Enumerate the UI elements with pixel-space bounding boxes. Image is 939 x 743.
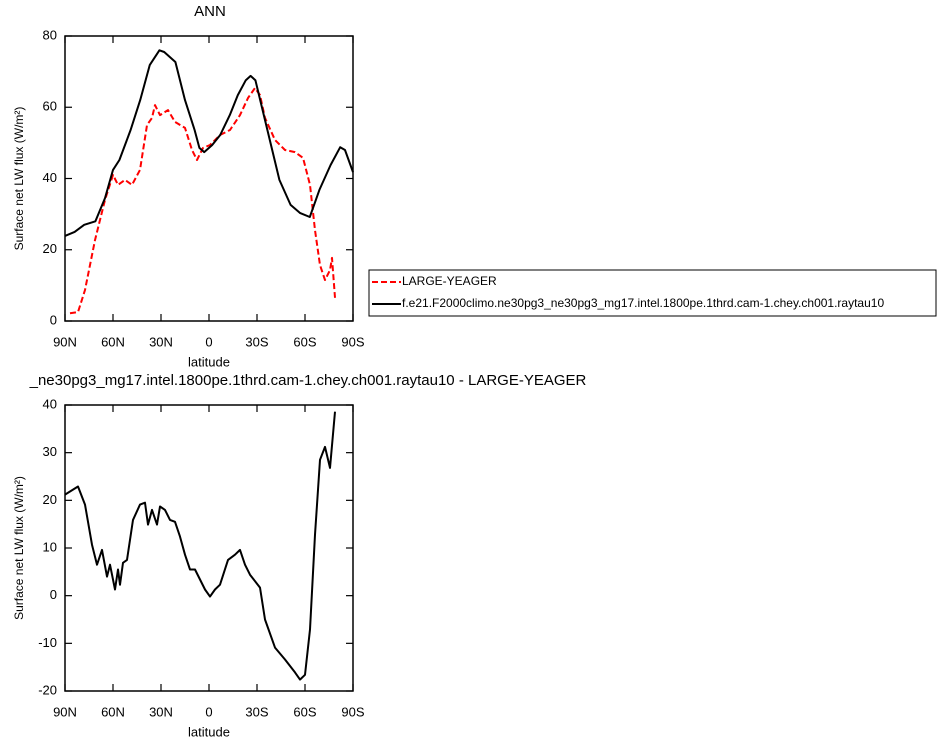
data-line xyxy=(69,87,336,315)
chart-title: ANN xyxy=(194,3,226,20)
y-tick-label: 40 xyxy=(43,396,57,411)
x-axis-label: latitude xyxy=(188,354,230,369)
y-tick-label: 40 xyxy=(43,170,57,185)
x-tick-label: 90N xyxy=(53,704,77,719)
x-tick-label: 0 xyxy=(205,704,212,719)
x-tick-label: 60N xyxy=(101,704,125,719)
y-axis-label: Surface net LW flux (W/m²) xyxy=(12,107,26,251)
y-tick-label: 20 xyxy=(43,492,57,507)
x-tick-label: 90N xyxy=(53,334,77,349)
x-tick-label: 30N xyxy=(149,334,173,349)
x-axis-label: latitude xyxy=(188,724,230,739)
x-tick-label: 30S xyxy=(245,334,268,349)
y-tick-label: 80 xyxy=(43,27,57,42)
y-axis-label: Surface net LW flux (W/m²) xyxy=(12,476,26,620)
y-tick-label: -20 xyxy=(38,682,57,697)
y-tick-label: 10 xyxy=(43,539,57,554)
data-line xyxy=(64,411,336,681)
chart-title: _ne30pg3_mg17.intel.1800pe.1thrd.cam-1.c… xyxy=(29,372,587,389)
x-tick-label: 60S xyxy=(293,704,316,719)
x-tick-label: 90S xyxy=(341,704,364,719)
y-tick-label: 30 xyxy=(43,444,57,459)
legend: LARGE-YEAGER f.e21.F2000climo.ne30pg3_ne3… xyxy=(368,269,937,317)
legend-box xyxy=(368,269,937,317)
x-tick-label: 30S xyxy=(245,704,268,719)
x-tick-label: 30N xyxy=(149,704,173,719)
data-line xyxy=(64,49,354,237)
x-tick-label: 60N xyxy=(101,334,125,349)
y-tick-label: 60 xyxy=(43,99,57,114)
x-tick-label: 0 xyxy=(205,334,212,349)
y-tick-label: 0 xyxy=(50,312,57,327)
legend-label: LARGE-YEAGER xyxy=(402,274,497,288)
legend-label: f.e21.F2000climo.ne30pg3_ne30pg3_mg17.in… xyxy=(402,296,884,310)
x-tick-label: 90S xyxy=(341,334,364,349)
y-tick-label: 0 xyxy=(50,587,57,602)
y-tick-label: 20 xyxy=(43,241,57,256)
y-tick-label: -10 xyxy=(38,635,57,650)
x-tick-label: 60S xyxy=(293,334,316,349)
